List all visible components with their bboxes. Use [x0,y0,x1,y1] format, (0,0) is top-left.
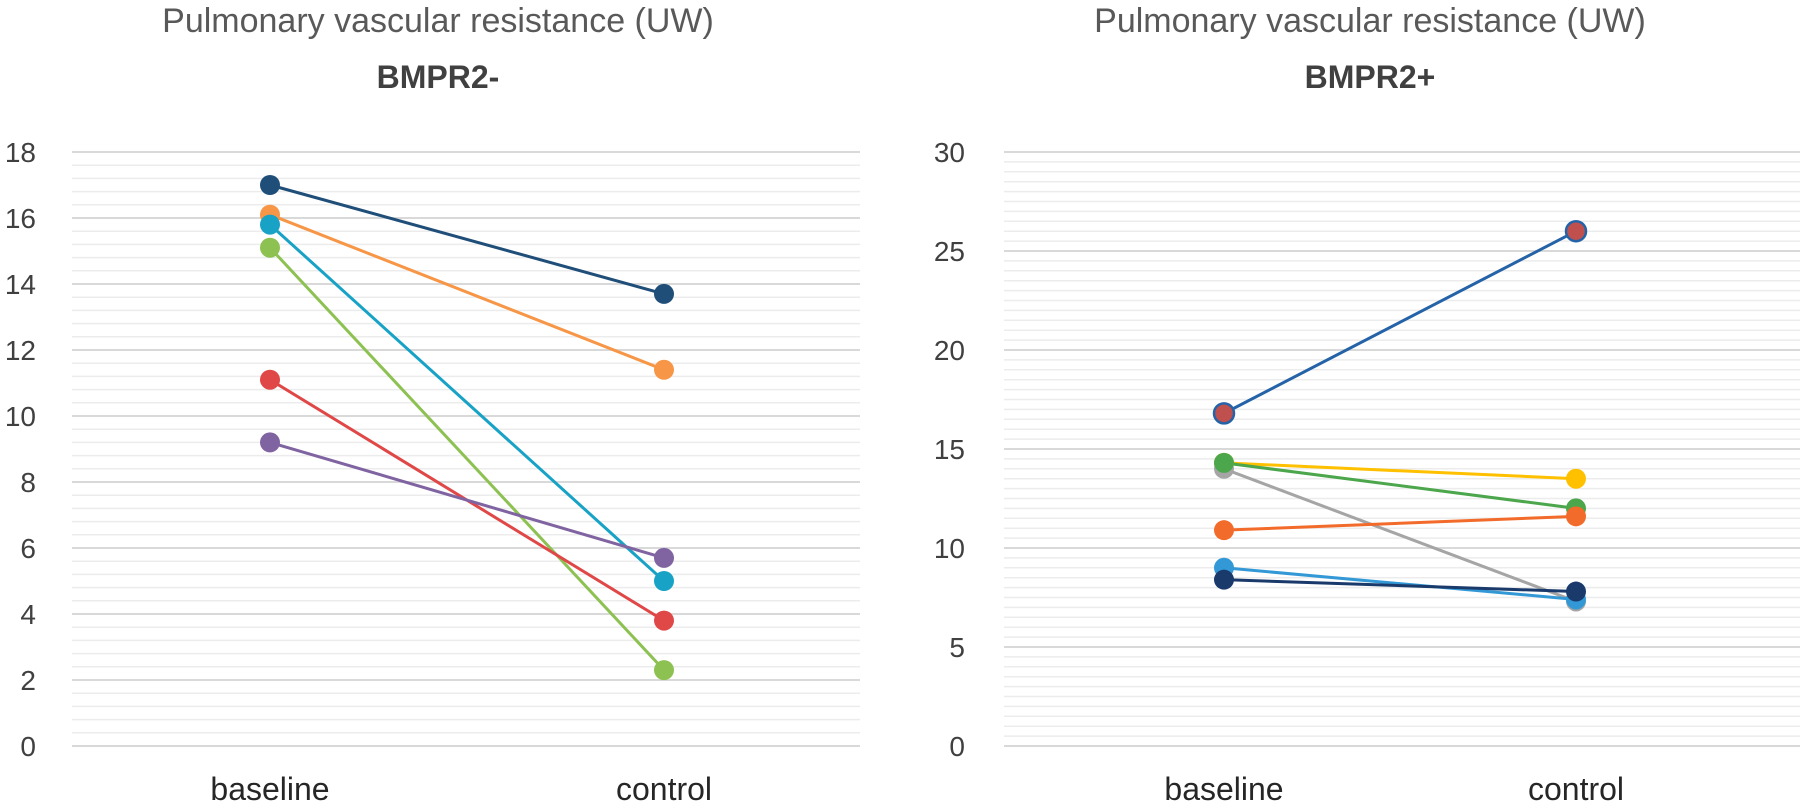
series-line [1223,566,1577,601]
y-tick-label: 6 [20,533,36,564]
data-point [654,660,674,681]
data-point [260,432,280,453]
y-tick-label: 30 [934,137,965,168]
data-point [654,571,674,591]
series-group [1212,219,1588,612]
data-point [1566,506,1586,527]
x-category-label: baseline [210,771,329,807]
y-tick-label: 20 [934,335,965,366]
chart-bmpr2-negative: Pulmonary vascular resistance (UW) BMPR2… [5,2,860,807]
chart-title: Pulmonary vascular resistance (UW) [162,2,714,40]
series-line [1223,578,1577,594]
y-tick-label: 15 [934,434,965,465]
series-line [268,246,666,672]
chart-subtitle: BMPR2+ [1305,59,1436,95]
y-tick-label: 8 [20,467,36,498]
series-line [268,223,666,583]
data-point [260,175,280,195]
data-point [654,610,674,631]
y-tick-label: 0 [949,731,965,762]
data-point [1214,569,1234,590]
y-tick-label: 14 [5,269,36,300]
chart-subtitle: BMPR2- [377,59,500,95]
data-point [1566,581,1586,602]
data-point [260,237,280,258]
y-tick-label: 0 [20,731,36,762]
series-line [1223,461,1577,481]
chart-bmpr2-positive: Pulmonary vascular resistance (UW) BMPR2… [934,2,1800,807]
data-point [654,283,674,304]
data-point [654,359,674,380]
data-point [260,369,280,390]
y-tick-label: 25 [934,236,965,267]
data-point [1566,468,1586,489]
x-category-label: control [616,771,712,807]
x-category-label: control [1528,771,1624,807]
y-tick-label: 16 [5,203,36,234]
series-line [269,440,665,560]
x-category-label: baseline [1164,771,1283,807]
y-tick-label: 10 [5,401,36,432]
data-point [1214,452,1234,473]
y-tick-label: 12 [5,335,36,366]
x-axis: baseline control [210,771,712,807]
data-point [1212,402,1236,425]
series-line [269,183,665,296]
series-group [260,175,674,681]
data-point [1564,219,1588,243]
series-line [1223,461,1577,510]
gridlines [72,151,860,747]
gridlines [1004,151,1800,747]
series-line [1223,514,1577,532]
series-line [1223,229,1577,415]
series-line [269,213,665,372]
x-axis: baseline control [1164,771,1624,807]
y-tick-label: 5 [949,632,965,663]
data-point [260,214,280,235]
y-tick-label: 4 [20,599,36,630]
y-tick-label: 2 [20,665,36,696]
y-axis: 0 2 4 6 8 10 12 14 16 18 [5,137,36,762]
data-point [654,547,674,568]
y-axis: 0 5 10 15 20 25 30 [934,137,965,762]
data-point [1214,520,1234,541]
chart-title: Pulmonary vascular resistance (UW) [1094,2,1646,40]
series-line [1223,467,1577,603]
y-tick-label: 10 [934,533,965,564]
y-tick-label: 18 [5,137,36,168]
